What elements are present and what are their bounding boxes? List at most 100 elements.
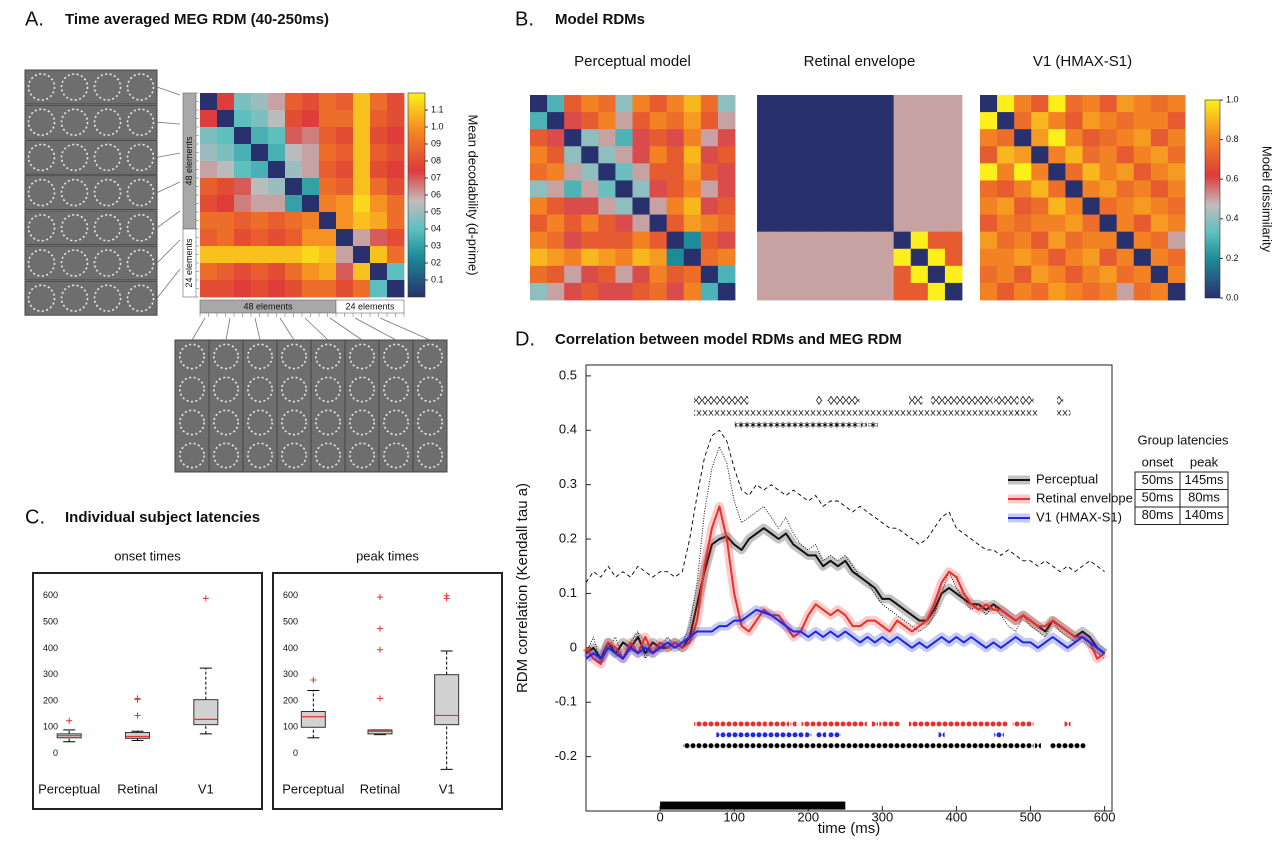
heatmap-cell bbox=[666, 282, 685, 301]
stimulus bbox=[247, 409, 273, 436]
heatmap-cell bbox=[1048, 129, 1066, 147]
heatmap-cell bbox=[1082, 248, 1100, 267]
heatmap-cell bbox=[997, 163, 1015, 181]
heatmap-cell bbox=[319, 246, 337, 264]
heatmap-cell bbox=[1150, 248, 1169, 267]
heatmap-cell bbox=[1031, 146, 1049, 164]
heatmap-cell bbox=[649, 112, 668, 130]
group-label: 24 elements bbox=[184, 238, 194, 288]
y-tick-label: 600 bbox=[283, 590, 298, 600]
stimulus bbox=[349, 442, 375, 469]
heatmap-cell bbox=[910, 231, 929, 250]
colorbar-tick-label: 0.8 bbox=[1226, 134, 1239, 144]
heatmap-cell bbox=[700, 265, 719, 284]
heatmap-cell bbox=[564, 265, 582, 284]
x-tick-label: Retinal bbox=[117, 781, 158, 796]
heatmap-cell bbox=[1167, 265, 1186, 284]
y-tick-label: 200 bbox=[283, 695, 298, 705]
heatmap-cell bbox=[944, 265, 963, 284]
heatmap-cell bbox=[1031, 197, 1049, 215]
heatmap-cell bbox=[1116, 248, 1135, 267]
heatmap-cell bbox=[876, 248, 895, 267]
heatmap-cell bbox=[825, 214, 843, 233]
connector bbox=[156, 210, 181, 229]
heatmap-cell bbox=[547, 265, 565, 284]
heatmap-cell bbox=[319, 144, 337, 162]
significance-marker bbox=[871, 718, 878, 729]
heatmap-cell bbox=[980, 163, 998, 181]
heatmap-cell bbox=[251, 110, 269, 128]
heatmap-cell bbox=[547, 231, 565, 250]
heatmap-cell bbox=[217, 178, 235, 196]
heatmap-cell bbox=[251, 263, 269, 281]
heatmap-cell bbox=[1150, 282, 1169, 301]
heatmap-cell bbox=[1082, 163, 1100, 181]
heatmap-cell bbox=[564, 282, 582, 301]
heatmap-cell bbox=[1082, 282, 1100, 301]
y-tick-label: 300 bbox=[43, 669, 58, 679]
colorbar-tick-label: 08 bbox=[431, 155, 441, 165]
connector bbox=[254, 317, 261, 341]
heatmap-cell bbox=[825, 197, 843, 215]
heatmap-cell bbox=[370, 263, 388, 281]
stimulus bbox=[93, 143, 122, 172]
heatmap-title: Perceptual model bbox=[574, 53, 691, 70]
heatmap-cell bbox=[387, 161, 405, 179]
x-tick-label: 400 bbox=[946, 809, 968, 824]
heatmap-cell bbox=[547, 282, 565, 301]
heatmap-cell bbox=[666, 180, 685, 198]
heatmap-cell bbox=[285, 195, 303, 213]
heatmap-cell bbox=[791, 146, 809, 164]
heatmap-cell bbox=[774, 180, 792, 198]
heatmap-cell bbox=[285, 263, 303, 281]
significance-marker bbox=[1057, 407, 1071, 418]
heatmap-cell bbox=[632, 163, 650, 181]
heatmap-cell bbox=[319, 212, 337, 230]
heatmap-cell bbox=[217, 263, 235, 281]
connector bbox=[156, 152, 181, 158]
heatmap-cell bbox=[774, 231, 792, 250]
heatmap-cell bbox=[217, 110, 235, 128]
heatmap-cell bbox=[842, 197, 860, 215]
heatmap-cell bbox=[910, 95, 929, 113]
heatmap-cell bbox=[581, 231, 599, 250]
connector bbox=[304, 317, 329, 341]
table-cell: 50ms bbox=[1142, 490, 1174, 505]
heatmap-cell bbox=[717, 146, 736, 164]
y-tick-label: 200 bbox=[43, 695, 58, 705]
x-tick-label: 100 bbox=[723, 809, 745, 824]
heatmap-cell bbox=[927, 146, 946, 164]
significance-marker bbox=[1049, 740, 1086, 751]
stimulus bbox=[60, 108, 89, 136]
heatmap-cell bbox=[1048, 248, 1066, 267]
heatmap-cell bbox=[615, 197, 633, 215]
heatmap-cell bbox=[581, 112, 599, 130]
heatmap-cell bbox=[353, 127, 371, 145]
heatmap-cell bbox=[893, 146, 912, 164]
connector bbox=[156, 121, 181, 125]
colorbar bbox=[1204, 99, 1221, 299]
colorbar-tick-label: 0.6 bbox=[1226, 174, 1239, 184]
heatmap-cell bbox=[944, 214, 963, 233]
y-tick-label: 400 bbox=[43, 643, 58, 653]
heatmap-cell bbox=[1031, 95, 1049, 113]
heatmap-cell bbox=[632, 197, 650, 215]
stimulus bbox=[126, 73, 155, 101]
group-label: 48 elements bbox=[184, 136, 194, 186]
stimulus bbox=[126, 178, 155, 207]
stimulus bbox=[179, 343, 205, 370]
heatmap-cell bbox=[1065, 180, 1083, 198]
heatmap-cell bbox=[791, 231, 809, 250]
heatmap-cell bbox=[615, 146, 633, 164]
significance-marker bbox=[1064, 718, 1071, 729]
heatmap-cell bbox=[1065, 163, 1083, 181]
heatmap-cell bbox=[387, 110, 405, 128]
heatmap-cell bbox=[1133, 146, 1152, 164]
heatmap-cell bbox=[825, 265, 843, 284]
heatmap-cell bbox=[302, 178, 320, 196]
heatmap-cell bbox=[683, 231, 702, 250]
heatmap-cell bbox=[285, 246, 303, 264]
heatmap-cell bbox=[757, 282, 775, 301]
stimulus bbox=[126, 249, 155, 277]
heatmap-cell bbox=[1116, 265, 1135, 284]
